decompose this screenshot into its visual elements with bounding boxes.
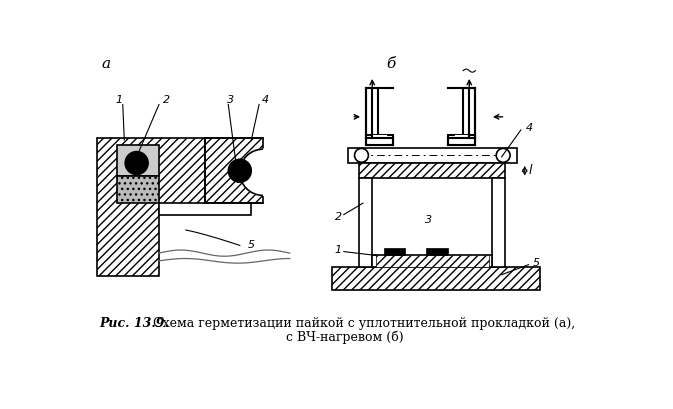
Circle shape [125, 151, 148, 175]
Bar [366, 135, 393, 144]
Circle shape [228, 159, 251, 182]
Bar [426, 248, 448, 256]
Bar [384, 248, 405, 256]
Bar [359, 163, 505, 178]
Bar [116, 176, 159, 203]
Circle shape [355, 148, 368, 162]
Bar [332, 267, 540, 290]
Polygon shape [98, 138, 209, 276]
Text: 4: 4 [526, 124, 534, 133]
Text: 1: 1 [334, 245, 342, 255]
Text: с ВЧ-нагревом (б): с ВЧ-нагревом (б) [286, 330, 403, 344]
Text: 5: 5 [532, 258, 540, 268]
Text: a: a [101, 57, 110, 71]
Bar [372, 135, 387, 144]
Text: б: б [386, 57, 395, 71]
Bar [359, 178, 372, 267]
Circle shape [496, 148, 510, 162]
Bar [448, 135, 475, 144]
Bar [493, 178, 505, 267]
Text: 5: 5 [248, 240, 255, 250]
Text: 3: 3 [227, 95, 234, 105]
Polygon shape [205, 138, 263, 203]
Bar [116, 145, 159, 176]
Text: Схема герметизации пайкой с уплотнительной прокладкой (а),: Схема герметизации пайкой с уплотнительн… [149, 317, 575, 330]
Text: l: l [528, 164, 532, 177]
Circle shape [240, 149, 286, 196]
Text: 1: 1 [115, 95, 122, 105]
Bar [376, 256, 489, 267]
Bar [463, 88, 475, 138]
Bar [372, 256, 493, 267]
Bar [159, 203, 251, 215]
Text: 2: 2 [163, 95, 170, 105]
Text: 4: 4 [262, 95, 269, 105]
Text: 3: 3 [425, 215, 432, 225]
Bar [366, 88, 378, 138]
Bar [348, 148, 517, 163]
Text: 2: 2 [334, 212, 342, 222]
Bar [455, 135, 469, 144]
Text: Рис. 13.9.: Рис. 13.9. [100, 317, 170, 330]
